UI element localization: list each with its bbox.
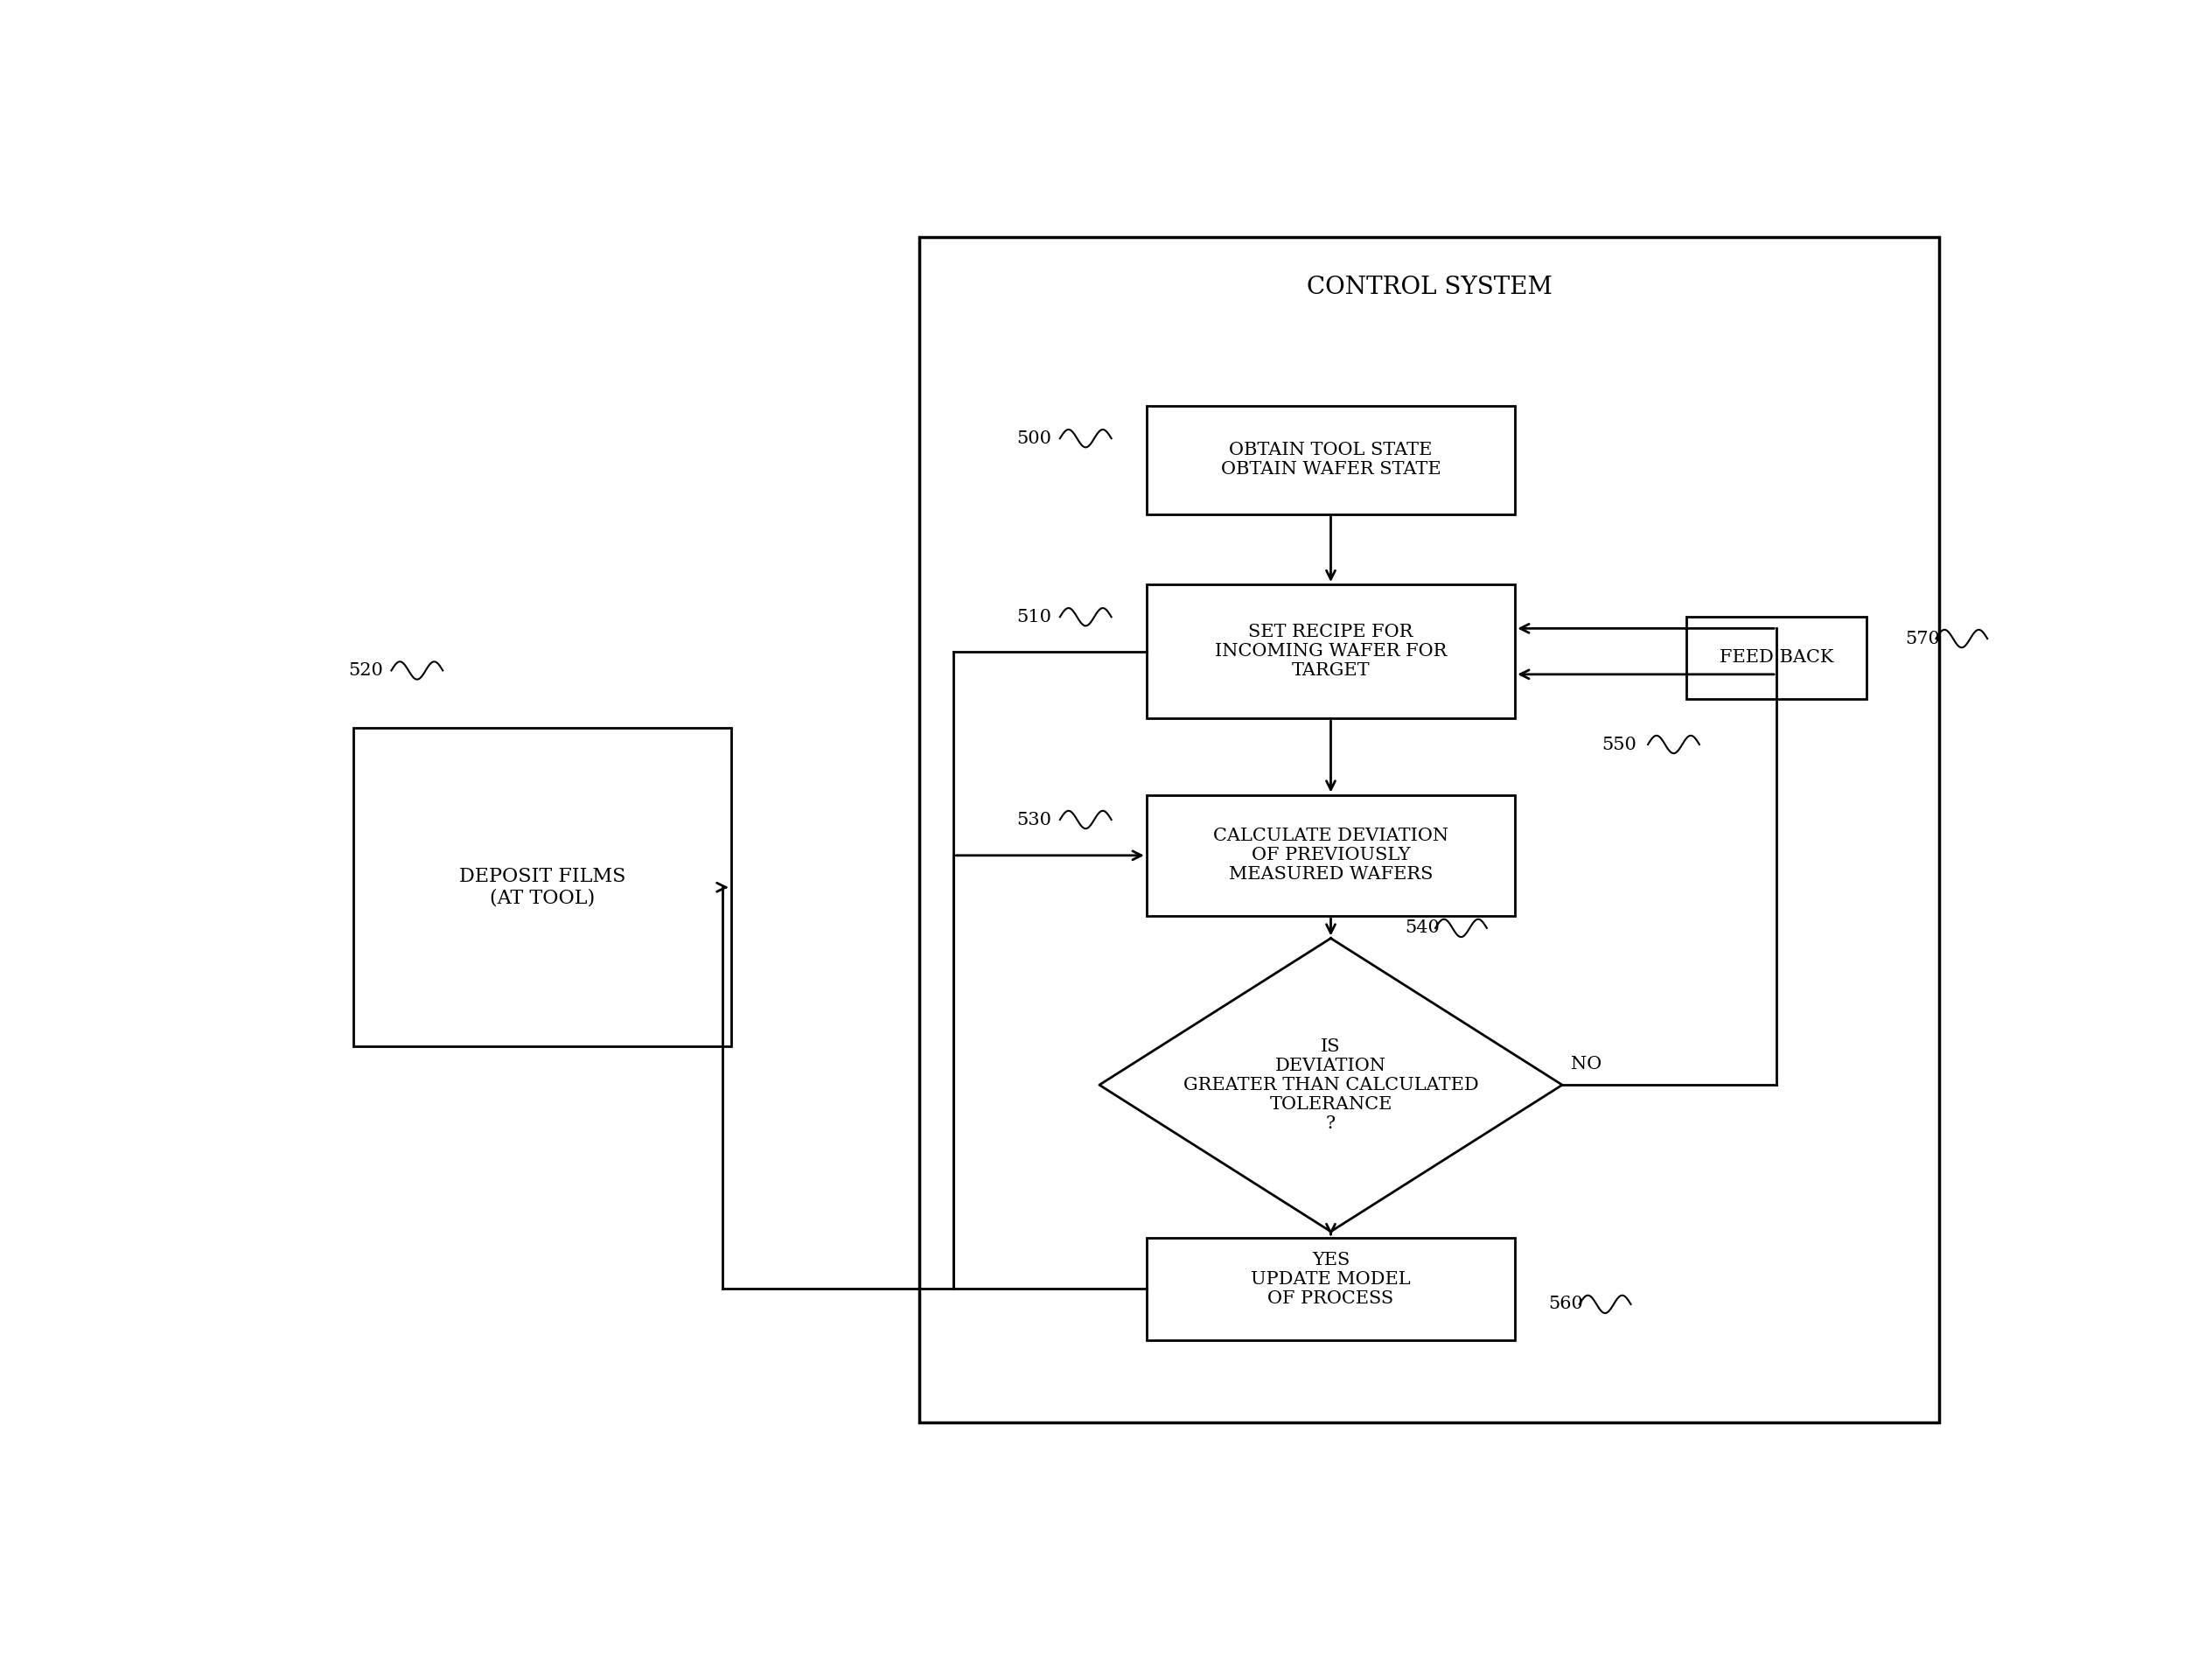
- Text: SET RECIPE FOR
INCOMING WAFER FOR
TARGET: SET RECIPE FOR INCOMING WAFER FOR TARGET: [1214, 624, 1447, 679]
- Bar: [920, 237, 1940, 1423]
- Bar: [1146, 795, 1515, 916]
- Text: CALCULATE DEVIATION
OF PREVIOUSLY
MEASURED WAFERS: CALCULATE DEVIATION OF PREVIOUSLY MEASUR…: [1212, 828, 1449, 883]
- Bar: [1686, 616, 1867, 699]
- Bar: [354, 729, 730, 1047]
- Text: 510: 510: [1015, 609, 1051, 626]
- Text: 530: 530: [1015, 811, 1051, 828]
- Bar: [1146, 406, 1515, 515]
- Bar: [1146, 585, 1515, 719]
- Text: DEPOSIT FILMS
(AT TOOL): DEPOSIT FILMS (AT TOOL): [458, 866, 626, 907]
- Text: 500: 500: [1015, 431, 1051, 447]
- Text: 570: 570: [1905, 631, 1940, 647]
- Text: CONTROL SYSTEM: CONTROL SYSTEM: [1307, 275, 1553, 298]
- Text: 560: 560: [1548, 1297, 1584, 1313]
- Text: 540: 540: [1405, 919, 1440, 936]
- Bar: [1146, 1239, 1515, 1340]
- Text: IS
DEVIATION
GREATER THAN CALCULATED
TOLERANCE
?: IS DEVIATION GREATER THAN CALCULATED TOL…: [1183, 1038, 1478, 1131]
- Text: YES: YES: [1312, 1252, 1349, 1268]
- Text: OBTAIN TOOL STATE
OBTAIN WAFER STATE: OBTAIN TOOL STATE OBTAIN WAFER STATE: [1221, 442, 1440, 479]
- Text: 550: 550: [1601, 737, 1637, 753]
- Text: NO: NO: [1571, 1055, 1601, 1071]
- Text: FEED BACK: FEED BACK: [1719, 649, 1834, 666]
- Text: UPDATE MODEL
OF PROCESS: UPDATE MODEL OF PROCESS: [1252, 1272, 1411, 1307]
- Text: 520: 520: [347, 662, 383, 679]
